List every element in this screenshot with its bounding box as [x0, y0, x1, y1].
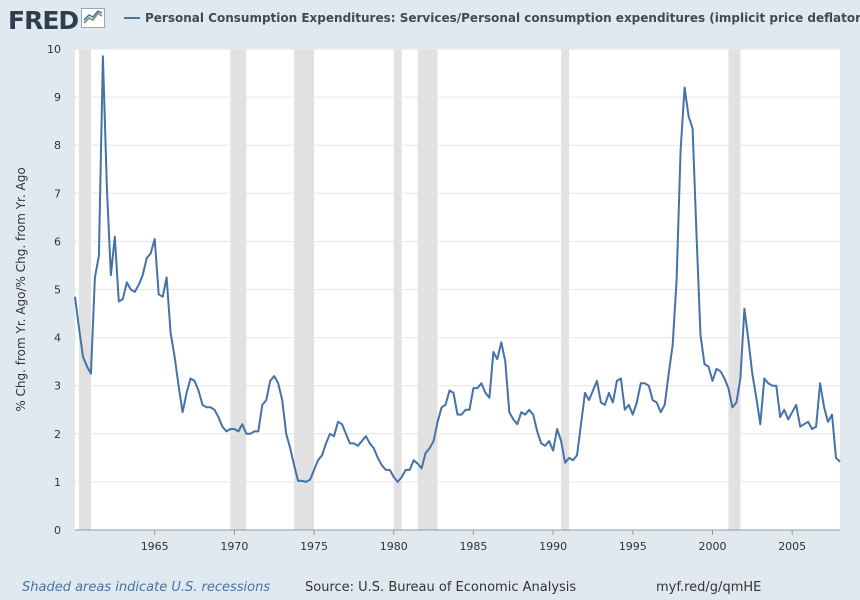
source-note: Source: U.S. Bureau of Economic Analysis [305, 580, 577, 595]
x-tick-label: 2000 [699, 540, 727, 553]
chart-header: FRED Personal Consumption Expenditures: … [0, 0, 860, 40]
y-tick-label: 8 [54, 139, 61, 152]
x-tick-label: 1965 [141, 540, 169, 553]
y-tick-label: 0 [54, 524, 61, 537]
y-tick-label: 7 [54, 187, 61, 200]
legend-series-label: Personal Consumption Expenditures: Servi… [145, 11, 860, 25]
x-tick-label: 1995 [619, 540, 647, 553]
fred-logo[interactable]: FRED [8, 5, 106, 35]
line-chart: 0 1 2 3 4 5 6 7 8 9 10 1965 1970 1975 1980 1985 1990 1995… [14, 43, 841, 553]
series-line [74, 55, 841, 483]
legend-line-swatch [124, 17, 140, 19]
y-tick-label: 2 [54, 428, 61, 441]
x-tick-label: 1970 [220, 540, 248, 553]
y-axis-label: % Chg. from Yr. Ago/% Chg. from Yr. Ago [14, 167, 28, 411]
x-tick-label: 1975 [300, 540, 328, 553]
y-tick-label: 3 [54, 380, 61, 393]
y-tick-label: 4 [54, 332, 61, 345]
x-tick-label: 1990 [539, 540, 567, 553]
x-tick-label: 1980 [380, 540, 408, 553]
x-tick-label: 2005 [778, 540, 806, 553]
y-tick-label: 9 [54, 91, 61, 104]
fred-logo-text: FRED [8, 5, 79, 35]
y-tick-label: 5 [54, 284, 61, 297]
y-tick-label: 10 [47, 43, 61, 56]
x-tick-label: 1985 [459, 540, 487, 553]
recession-note: Shaded areas indicate U.S. recessions [22, 580, 271, 595]
short-url[interactable]: myf.red/g/qmHE [656, 580, 762, 595]
chart-legend: Personal Consumption Expenditures: Servi… [124, 11, 860, 25]
line-chart-icon [81, 8, 106, 32]
y-tick-label: 1 [54, 476, 61, 489]
y-tick-label: 6 [54, 235, 61, 248]
